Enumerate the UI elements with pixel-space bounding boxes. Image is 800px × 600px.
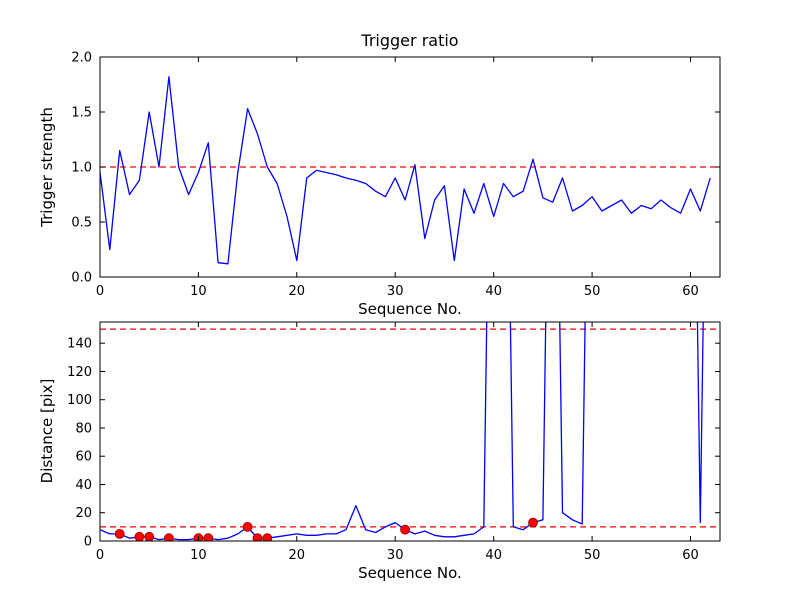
bottom-trigger-markers bbox=[114, 517, 538, 541]
trigger-event-marker bbox=[203, 533, 214, 541]
y-tick-label: 100 bbox=[67, 393, 92, 408]
y-tick-label: 0.5 bbox=[71, 216, 92, 231]
x-tick-label: 60 bbox=[682, 548, 699, 563]
x-tick-label: 50 bbox=[584, 284, 601, 299]
y-tick-label: 0.0 bbox=[71, 271, 92, 286]
trigger-event-marker bbox=[252, 533, 263, 541]
trigger-event-marker bbox=[262, 533, 273, 541]
x-tick-label: 40 bbox=[485, 548, 502, 563]
x-tick-label: 20 bbox=[289, 284, 306, 299]
y-tick-label: 40 bbox=[75, 478, 92, 493]
y-tick-label: 1.5 bbox=[71, 106, 92, 121]
bottom-xaxis-label: Sequence No. bbox=[358, 564, 462, 582]
x-tick-label: 30 bbox=[387, 284, 404, 299]
y-tick-label: 20 bbox=[75, 506, 92, 521]
x-tick-label: 60 bbox=[682, 284, 699, 299]
y-tick-label: 120 bbox=[67, 365, 92, 380]
x-tick-label: 40 bbox=[485, 284, 502, 299]
top-data-line bbox=[100, 76, 711, 265]
x-tick-label: 30 bbox=[387, 548, 404, 563]
top-plot: 0 10 20 30 40 50 60 0.0 0.5 1.0 1.5 2.0 Trigger rat… bbox=[38, 31, 721, 318]
trigger-event-marker bbox=[242, 522, 253, 532]
x-tick-label: 10 bbox=[190, 548, 207, 563]
bottom-axes-frame bbox=[99, 321, 721, 542]
y-tick-label: 1.0 bbox=[71, 161, 92, 176]
y-tick-label: 80 bbox=[75, 422, 92, 437]
x-tick-label: 10 bbox=[190, 284, 207, 299]
trigger-event-marker bbox=[144, 531, 155, 541]
trigger-event-marker bbox=[134, 531, 145, 541]
trigger-event-marker bbox=[400, 524, 411, 535]
x-tick-label: 0 bbox=[96, 284, 104, 299]
y-tick-label: 140 bbox=[67, 337, 92, 352]
top-yaxis-label: Trigger strength bbox=[38, 107, 56, 228]
y-tick-label: 60 bbox=[75, 450, 92, 465]
top-xaxis-label: Sequence No. bbox=[358, 300, 462, 318]
top-axis-ticks: 0 10 20 30 40 50 60 0.0 0.5 1.0 1.5 2.0 bbox=[71, 51, 720, 299]
top-plot-title: Trigger ratio bbox=[360, 31, 458, 50]
y-tick-label: 2.0 bbox=[71, 51, 92, 66]
trigger-event-marker bbox=[164, 533, 174, 541]
trigger-event-marker bbox=[114, 529, 125, 539]
x-tick-label: 20 bbox=[289, 548, 306, 563]
y-tick-label: 0 bbox=[84, 535, 92, 550]
x-tick-label: 0 bbox=[96, 548, 104, 563]
trigger-event-marker bbox=[528, 517, 538, 528]
bottom-axis-ticks: 0 10 20 30 40 50 60 0 20 40 60 80 100 120 140 bbox=[67, 322, 720, 563]
bottom-yaxis-label: Distance [pix] bbox=[38, 379, 56, 484]
x-tick-label: 50 bbox=[584, 548, 601, 563]
bottom-plot: 0 10 20 30 40 50 60 0 20 40 60 80 100 120 140 Sequence… bbox=[38, 321, 721, 582]
